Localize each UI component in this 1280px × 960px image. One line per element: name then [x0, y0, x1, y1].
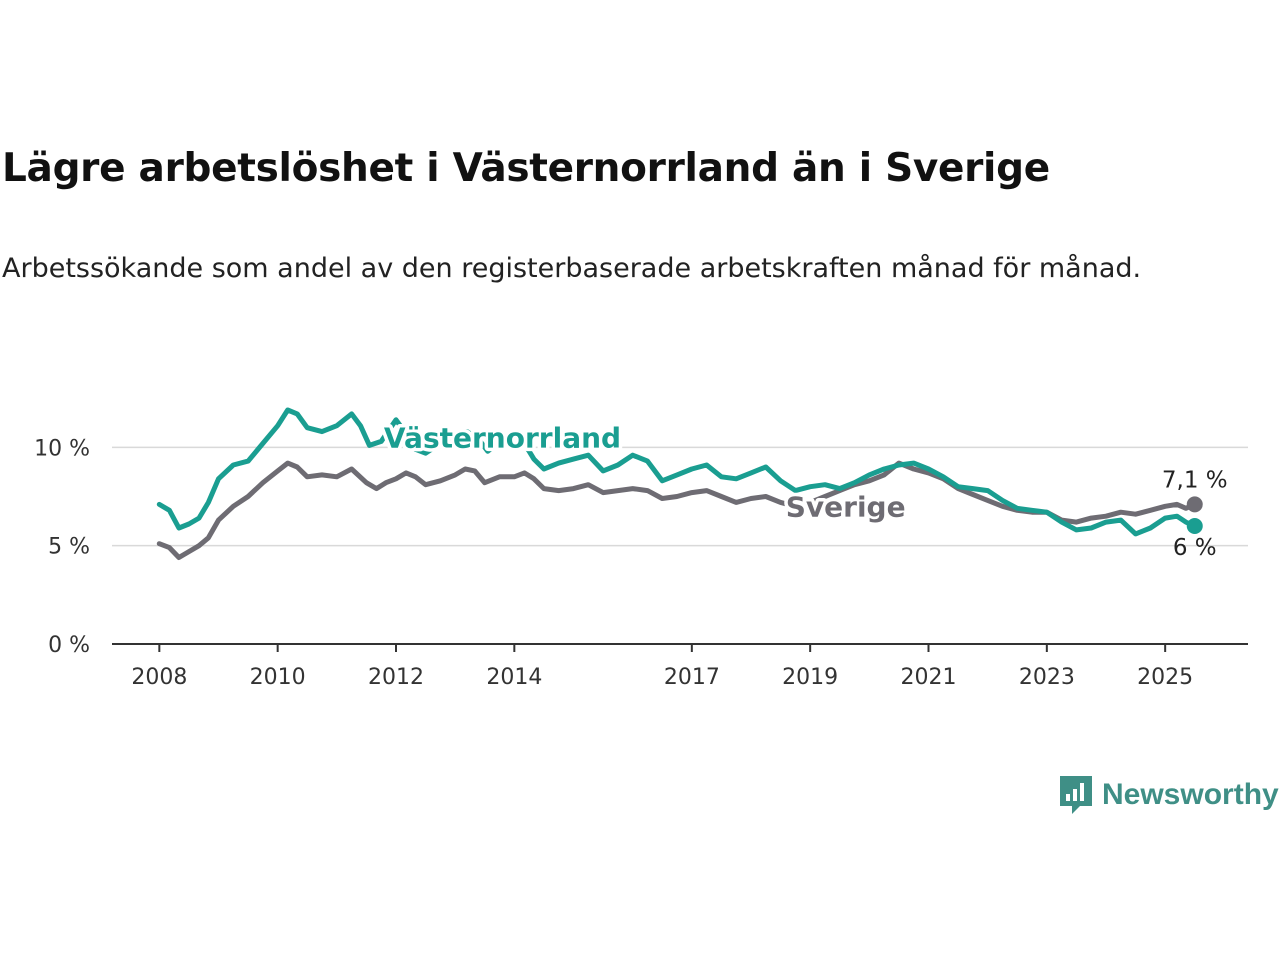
series-end-marker [1186, 518, 1203, 534]
series-end-marker [1186, 496, 1203, 513]
series-name-label: Västernorrland [384, 422, 621, 455]
x-tick-label: 2017 [664, 665, 720, 690]
series-end-label: 6 % [1173, 535, 1217, 561]
x-tick-label: 2010 [250, 665, 306, 690]
series-name-label: Sverige [786, 490, 906, 523]
newsworthy-logo-icon [1060, 776, 1092, 814]
x-tick-label: 2023 [1019, 665, 1075, 690]
series-end-label: 7,1 % [1162, 467, 1228, 493]
brand-name: Newsworthy [1102, 778, 1279, 811]
y-tick-label: 0 % [48, 633, 90, 658]
x-tick-label: 2014 [486, 665, 542, 690]
x-tick-label: 2008 [131, 665, 187, 690]
newsworthy-logo: Newsworthy [1058, 774, 1279, 816]
chart-title: Lägre arbetslöshet i Västernorrland än i… [2, 146, 1050, 191]
y-tick-label: 10 % [34, 436, 90, 461]
x-tick-label: 2019 [782, 665, 838, 690]
x-tick-label: 2021 [901, 665, 957, 690]
x-tick-label: 2012 [368, 665, 424, 690]
x-tick-label: 2025 [1137, 665, 1193, 690]
series-line-vasternorrland [156, 407, 1198, 537]
y-tick-label: 5 % [48, 535, 90, 560]
chart-subtitle: Arbetssökande som andel av den registerb… [2, 253, 1142, 284]
line-chart: 0 % 5 % 10 % 2008 2010 2012 2014 2017 2019 2021 2… [34, 407, 1248, 690]
